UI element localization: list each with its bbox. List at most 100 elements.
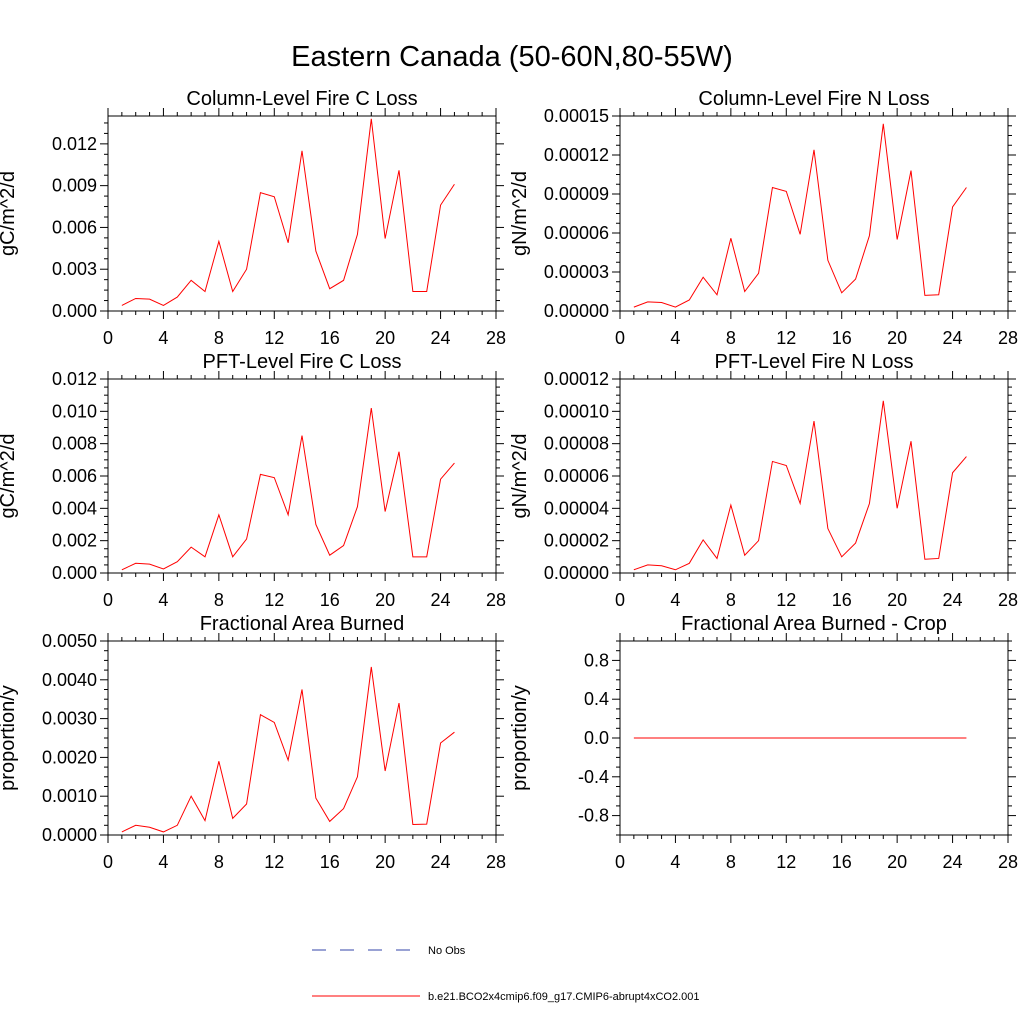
x-tick-label: 0 [103,590,113,610]
x-tick-label: 4 [670,328,680,348]
x-tick-label: 0 [103,328,113,348]
y-tick-label: 0.0000 [42,825,97,845]
x-tick-label: 0 [615,590,625,610]
y-tick-label: 0.006 [52,217,97,237]
x-tick-label: 20 [887,328,907,348]
y-tick-label: 0.002 [52,531,97,551]
x-tick-label: 12 [776,328,796,348]
y-tick-label: -0.8 [578,806,609,826]
y-tick-label: 0.004 [52,498,97,518]
y-tick-label: 0.00000 [544,563,609,583]
y-tick-label: 0.00012 [544,369,609,389]
x-tick-label: 12 [264,852,284,872]
x-tick-label: 28 [998,852,1018,872]
y-axis-label: gN/m^2/d [509,171,531,256]
y-tick-label: 0.00009 [544,184,609,204]
y-tick-label: 0.010 [52,401,97,421]
x-tick-label: 8 [214,590,224,610]
y-tick-label: 0.00010 [544,401,609,421]
y-tick-label: 0.00015 [544,106,609,126]
series-line [121,408,455,571]
legend-obs-label: No Obs [428,945,466,957]
y-axis-label: gN/m^2/d [509,434,531,519]
y-tick-label: 0.00000 [544,301,609,321]
x-tick-label: 8 [214,328,224,348]
y-tick-label: 0.006 [52,466,97,486]
plot-title: PFT-Level Fire N Loss [715,351,914,373]
y-axis-label: gC/m^2/d [0,434,19,519]
x-tick-label: 24 [431,590,451,610]
series-line [633,400,967,571]
x-tick-label: 0 [615,328,625,348]
x-tick-label: 28 [486,852,506,872]
x-tick-label: 12 [776,590,796,610]
x-tick-label: 20 [375,852,395,872]
x-tick-label: 16 [320,590,340,610]
x-tick-label: 28 [998,328,1018,348]
x-tick-label: 20 [375,328,395,348]
x-tick-label: 24 [943,328,963,348]
y-tick-label: 0.0010 [42,786,97,806]
x-tick-label: 24 [431,328,451,348]
x-tick-label: 20 [375,590,395,610]
y-tick-label: 0.012 [52,369,97,389]
plot-frame [107,378,497,574]
y-axis-label: gC/m^2/d [0,171,19,256]
x-tick-label: 16 [320,852,340,872]
plot-grid: Column-Level Fire C Loss gC/m^2/d 0 4 8 12 16 2… [0,88,1018,872]
y-tick-label: 0.0030 [42,709,97,729]
plot-title: Fractional Area Burned - Crop [681,613,947,635]
y-tick-label: 0.0020 [42,747,97,767]
x-tick-label: 4 [670,590,680,610]
y-tick-label: 0.012 [52,134,97,154]
y-tick-label: 0.8 [584,650,609,670]
y-tick-label: 0.00004 [544,498,609,518]
y-tick-label: -0.4 [578,767,609,787]
panel-1: Column-Level Fire C Loss gC/m^2/d 0 4 8 12 16 2… [0,88,506,348]
plot-frame [619,378,1009,574]
series-line [633,123,967,308]
x-tick-label: 0 [615,852,625,872]
legend: No Obs b.e21.BCO2x4cmip6.f09_g17.CMIP6-a… [312,945,700,1003]
y-tick-label: 0.00006 [544,466,609,486]
series-line [121,118,455,306]
x-tick-label: 4 [670,852,680,872]
x-tick-label: 20 [887,590,907,610]
x-tick-label: 16 [832,852,852,872]
x-tick-label: 4 [158,328,168,348]
x-tick-label: 4 [158,590,168,610]
plot-frame [619,115,1009,312]
x-tick-label: 24 [431,852,451,872]
x-tick-label: 24 [943,852,963,872]
x-tick-label: 28 [998,590,1018,610]
x-tick-label: 8 [726,590,736,610]
x-tick-label: 20 [887,852,907,872]
y-tick-label: 0.000 [52,563,97,583]
y-tick-label: 0.00006 [544,223,609,243]
panel-3: PFT-Level Fire C Loss gC/m^2/d 0 4 8 12 16 20 24… [0,351,506,610]
y-tick-label: 0.0050 [42,631,97,651]
y-tick-label: 0.00012 [544,145,609,165]
y-axis-label: proportion/y [509,685,531,791]
x-tick-label: 16 [832,328,852,348]
x-tick-label: 0 [103,852,113,872]
y-tick-label: 0.4 [584,689,609,709]
x-tick-label: 12 [264,590,284,610]
y-tick-label: 0.008 [52,434,97,454]
y-tick-label: 0.0040 [42,670,97,690]
y-tick-label: 0.00003 [544,262,609,282]
y-tick-label: 0.000 [52,301,97,321]
x-tick-label: 28 [486,590,506,610]
x-tick-label: 8 [726,328,736,348]
plot-title: PFT-Level Fire C Loss [203,351,402,373]
page-title: Eastern Canada (50-60N,80-55W) [291,41,733,73]
y-tick-label: 0.0 [584,728,609,748]
plot-title: Column-Level Fire N Loss [698,88,929,110]
y-tick-label: 0.009 [52,176,97,196]
x-tick-label: 28 [486,328,506,348]
panel-4: PFT-Level Fire N Loss gN/m^2/d 0 4 8 12 16 20 24… [509,351,1018,610]
y-axis-label: proportion/y [0,685,19,791]
x-tick-label: 8 [214,852,224,872]
